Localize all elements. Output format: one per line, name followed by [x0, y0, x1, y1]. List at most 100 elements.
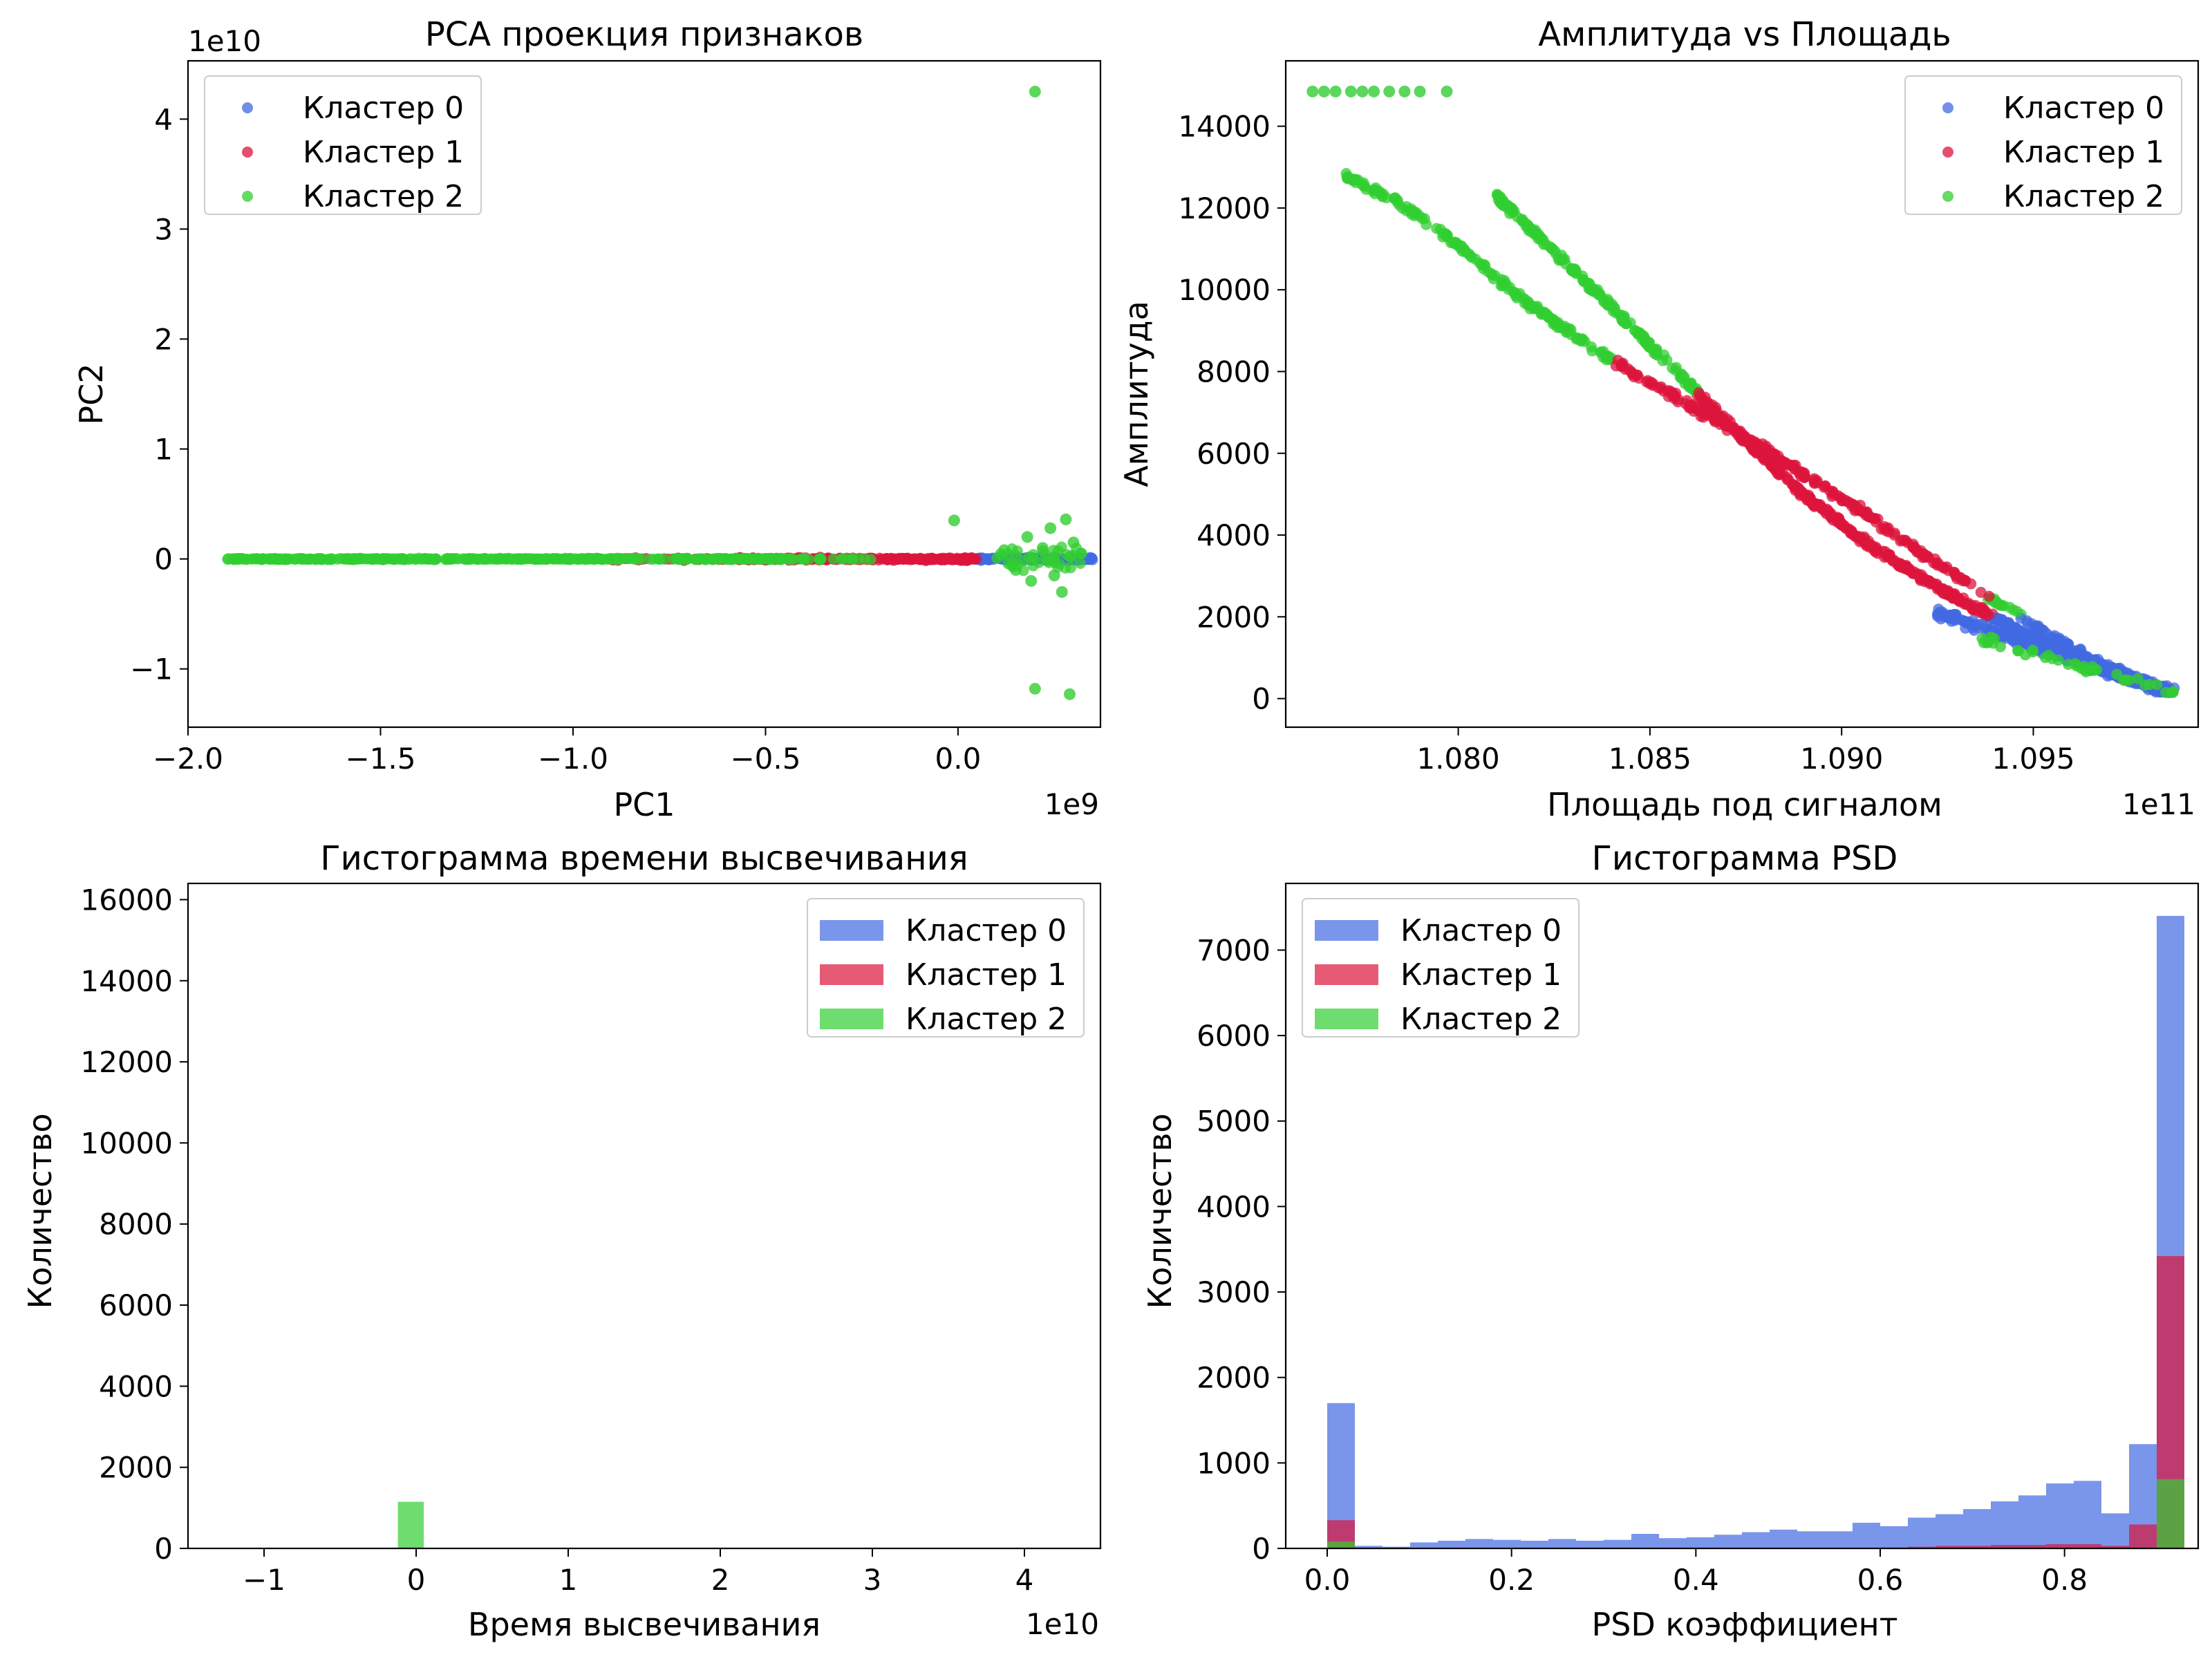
- amp-area-point-c1: [1628, 371, 1640, 383]
- pca-title: PCA проекция признаков: [425, 15, 863, 54]
- hist-psd-bar-c0: [1880, 1526, 1908, 1548]
- amp-area-legend-label: Кластер 0: [2003, 91, 2164, 126]
- amp-area-point-c2: [1344, 85, 1357, 97]
- pca-point-c2: [738, 553, 750, 565]
- amp-area-point-c1: [1947, 592, 1959, 604]
- amp-area-point-c1: [1879, 521, 1891, 532]
- hist-time-panel: −1 0 1 2 3 4 0 2000 4000 6000 8000 10000 12000 14000 1…: [21, 839, 1102, 1643]
- pca-point-c2: [241, 553, 252, 565]
- pca-point-c2: [538, 554, 550, 565]
- hist-psd-bar-c1: [2018, 1545, 2046, 1548]
- pca-point-c1: [894, 552, 906, 564]
- amp-area-point-c1: [1760, 440, 1772, 452]
- amp-area-point-c1: [1862, 509, 1874, 521]
- hist-psd-bar-c0: [1355, 1546, 1382, 1548]
- pca-point-c2: [397, 553, 409, 565]
- hist-psd-ytick-label: 7000: [1197, 933, 1271, 967]
- amp-area-point-c2: [1566, 263, 1578, 275]
- hist-psd-legend-label: Кластер 1: [1400, 957, 1562, 993]
- amp-area-point-c2: [1405, 203, 1417, 215]
- pca-point-c2-outlier: [1063, 688, 1076, 700]
- pca-point-c2: [251, 553, 263, 565]
- pca-point-c2-outlier: [1044, 522, 1057, 534]
- pca-point-c2: [591, 552, 603, 564]
- amp-area-point-c2: [1383, 85, 1396, 97]
- amp-area-point-c2: [1368, 85, 1380, 97]
- pca-point-c1: [959, 552, 971, 563]
- pca-point-c2: [288, 553, 300, 565]
- hist-time-ytick-label: 6000: [99, 1288, 173, 1322]
- hist-time-xlabel: Время высвечивания: [468, 1606, 821, 1643]
- hist-psd-legend-swatch: [1315, 1009, 1378, 1029]
- amp-area-point-c1: [1797, 467, 1808, 479]
- amp-area-point-c1: [1827, 487, 1839, 498]
- amp-area-point-c2: [1318, 85, 1330, 97]
- amp-area-point-c2: [1516, 214, 1528, 226]
- amp-area-ytick-label: 0: [1252, 682, 1271, 716]
- amp-area-point-c0: [2006, 634, 2018, 646]
- amp-area-point-c1: [1774, 469, 1786, 480]
- pca-point-c2: [529, 553, 541, 565]
- hist-psd-bar-c0: [1493, 1539, 1521, 1548]
- amp-area-point-c2: [1441, 85, 1453, 97]
- hist-psd-plot-area: 0.0 0.2 0.4 0.6 0.8 0 1000 2000 3000 4000 5000 6000…: [1197, 882, 2200, 1597]
- amp-area-point-c2: [2075, 662, 2087, 674]
- amp-area-xtick-label: 1.090: [1800, 742, 1883, 776]
- pca-point-c2-outlier: [1029, 86, 1041, 98]
- hist-time-xtick-label: 4: [1015, 1563, 1034, 1597]
- hist-time-ylabel: Количество: [21, 1114, 59, 1309]
- hist-psd-ytick-label: 3000: [1197, 1275, 1271, 1309]
- pca-point-c2: [1011, 545, 1023, 557]
- pca-point-c1: [925, 554, 937, 565]
- amp-area-point-c2: [1414, 85, 1426, 97]
- amp-area-point-c1: [1819, 480, 1831, 491]
- hist-psd-legend-label: Кластер 2: [1400, 1002, 1562, 1037]
- amp-area-point-c1: [1938, 562, 1950, 574]
- pca-y-offset: 1e10: [188, 24, 261, 58]
- amp-area-point-c1: [1652, 382, 1664, 393]
- pca-point-c1: [917, 553, 928, 565]
- hist-psd-bar-c0: [1410, 1542, 1438, 1548]
- amp-area-point-c2: [1530, 228, 1542, 240]
- amp-area-point-c2: [1978, 637, 1989, 648]
- pca-points: [222, 86, 1098, 700]
- pca-point-c2: [1071, 542, 1082, 554]
- pca-point-c2: [571, 554, 583, 565]
- amp-area-point-c2: [2046, 653, 2058, 664]
- hist-psd-bar-c0: [1576, 1540, 1604, 1548]
- amp-area-point-c0: [1998, 628, 2010, 639]
- pca-point-c2: [604, 553, 616, 565]
- amp-area-point-c1: [1641, 376, 1653, 388]
- hist-psd-bar-c0: [2046, 1483, 2074, 1548]
- amp-area-point-c1: [1724, 415, 1736, 427]
- amp-area-point-c2: [1460, 246, 1472, 258]
- amp-area-legend-marker: [1942, 147, 1953, 158]
- pca-point-c2: [303, 553, 315, 565]
- amp-area-ytick-label: 8000: [1197, 355, 1271, 388]
- hist-psd-bar-c0: [1991, 1501, 2018, 1548]
- amp-area-point-c1: [1612, 355, 1624, 366]
- pca-point-c2: [865, 554, 877, 565]
- pca-panel: −2.0 −1.5 −1.0 −0.5 0.0 −1 0 1 2 3 4 Кластер 0 Класт…: [73, 15, 1102, 823]
- hist-psd-legend-label: Кластер 0: [1400, 913, 1562, 948]
- amp-area-point-c1: [1975, 586, 1987, 598]
- hist-time-xtick-label: 3: [863, 1563, 882, 1597]
- amp-area-point-c2: [1491, 189, 1503, 200]
- amp-area-point-c1: [1901, 561, 1913, 573]
- hist-psd-bar-c0: [1853, 1522, 1880, 1548]
- amp-area-point-c2: [1511, 292, 1523, 303]
- amp-area-point-c1: [1698, 411, 1709, 423]
- amp-area-point-c2: [1597, 346, 1609, 357]
- pca-point-c2: [721, 553, 733, 565]
- amp-area-point-c2: [1398, 85, 1411, 97]
- hist-time-title: Гистограмма времени высвечивания: [320, 839, 968, 878]
- amp-area-ytick-label: 12000: [1178, 191, 1271, 225]
- amp-area-ytick-label: 10000: [1178, 273, 1271, 307]
- hist-time-ytick-label: 14000: [80, 964, 173, 998]
- amp-area-point-c2: [2004, 601, 2016, 613]
- amp-area-ytick-label: 4000: [1197, 518, 1271, 552]
- amp-area-point-c2: [1679, 377, 1691, 389]
- amp-area-plot-area: 1.080 1.085 1.090 1.095 0 2000 4000 6000 8000 100…: [1178, 59, 2200, 776]
- amp-area-point-c1: [1811, 475, 1823, 487]
- amp-area-point-c2: [2132, 673, 2144, 684]
